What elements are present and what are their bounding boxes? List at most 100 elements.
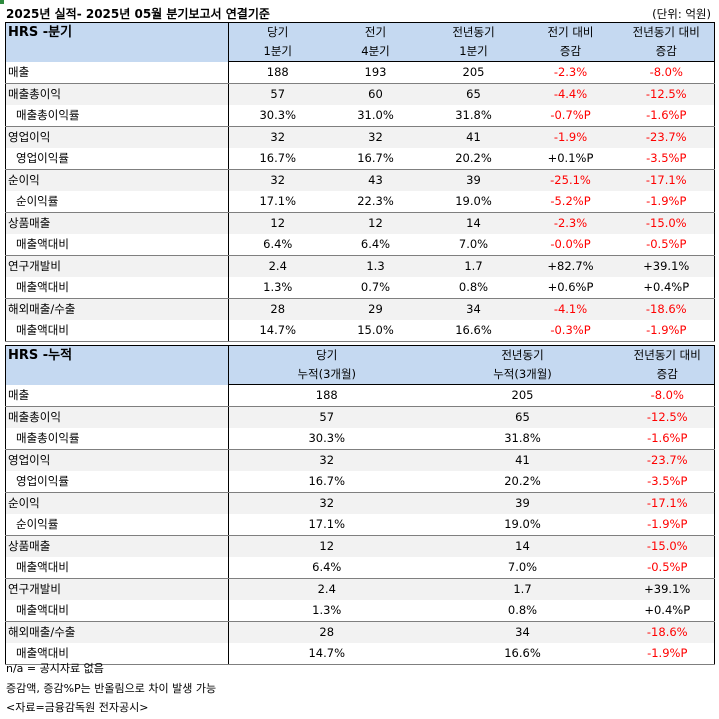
value-cell: 205 [424, 61, 523, 84]
cumulative-header-cell: 전년동기 대비 [620, 345, 715, 365]
value-cell: -17.1% [620, 492, 715, 514]
value-cell: 205 [424, 384, 621, 407]
value-cell: 39 [424, 492, 621, 514]
value-cell: 7.0% [424, 234, 523, 256]
quarter-header-cell: 4분기 [326, 42, 425, 62]
row-label: 매출총이익률 [5, 105, 229, 127]
value-cell: -1.9% [522, 126, 619, 148]
row-label: 상품매출 [5, 535, 229, 557]
row-label: 매출액대비 [5, 277, 229, 299]
quarter-header-cell: 전기 대비 [522, 22, 619, 42]
value-cell: -23.7% [620, 449, 715, 471]
row-label: 연구개발비 [5, 578, 229, 600]
value-cell: 41 [424, 126, 523, 148]
value-cell: 0.7% [326, 277, 425, 299]
value-cell: +39.1% [618, 255, 715, 277]
value-cell: -8.0% [620, 384, 715, 407]
quarter-header-row-2: 1분기 4분기 1분기 증감 증감 [6, 42, 715, 62]
footnote-line: n/a = 공시자료 없음 [6, 662, 104, 675]
value-cell: 32 [326, 126, 425, 148]
value-cell: -1.6%P [620, 428, 715, 450]
value-cell: -1.9%P [620, 514, 715, 536]
value-cell: 6.4% [228, 557, 425, 579]
value-cell: 16.6% [424, 320, 523, 342]
quarter-header-cell: 당기 [228, 22, 327, 42]
value-cell: 65 [424, 83, 523, 105]
value-cell: 2.4 [228, 578, 425, 600]
row-label: 순이익률 [5, 191, 229, 213]
table-row: 영업이익 32 41 -23.7% [5, 449, 715, 471]
row-label: 매출총이익률 [5, 428, 229, 450]
table-row: 매출액대비 1.3% 0.8% +0.4%P [5, 600, 715, 622]
cumulative-header-row-2: 누적(3개월) 누적(3개월) 증감 [6, 365, 715, 385]
value-cell: 193 [326, 61, 425, 84]
value-cell: 2.4 [228, 255, 327, 277]
value-cell: 39 [424, 169, 523, 191]
value-cell: 19.0% [424, 191, 523, 213]
value-cell: -2.3% [522, 61, 619, 84]
value-cell: 28 [228, 621, 425, 643]
table-row: 순이익 32 43 39 -25.1% -17.1% [5, 169, 715, 191]
row-label: 매출총이익 [5, 406, 229, 428]
row-label: 매출액대비 [5, 643, 229, 665]
value-cell: 32 [228, 492, 425, 514]
table-row: 매출총이익 57 60 65 -4.4% -12.5% [5, 83, 715, 105]
value-cell: 29 [326, 298, 425, 320]
row-label: 영업이익률 [5, 471, 229, 493]
value-cell: 19.0% [424, 514, 621, 536]
corner-marker [0, 0, 4, 4]
cumulative-table-name: HRS -누적 [5, 345, 229, 385]
value-cell: -1.6%P [618, 105, 715, 127]
row-label: 매출액대비 [5, 320, 229, 342]
row-label: 매출 [5, 384, 229, 407]
unit-label: (단위: 억원) [652, 7, 711, 21]
value-cell: 43 [326, 169, 425, 191]
value-cell: 17.1% [228, 514, 425, 536]
cumulative-header-cell: 누적(3개월) [228, 365, 425, 385]
table-row: 상품매출 12 12 14 -2.3% -15.0% [5, 212, 715, 234]
value-cell: 20.2% [424, 148, 523, 170]
value-cell: -3.5%P [618, 148, 715, 170]
value-cell: 41 [424, 449, 621, 471]
value-cell: 14.7% [228, 320, 327, 342]
row-label: 상품매출 [5, 212, 229, 234]
value-cell: -15.0% [618, 212, 715, 234]
value-cell: -17.1% [618, 169, 715, 191]
row-label: 매출 [5, 61, 229, 84]
table-row: 해외매출/수출 28 34 -18.6% [5, 621, 715, 643]
row-label: 영업이익 [5, 126, 229, 148]
row-label: 순이익률 [5, 514, 229, 536]
value-cell: +82.7% [522, 255, 619, 277]
quarter-header-cell: 1분기 [424, 42, 523, 62]
cumulative-header-cell: 증감 [620, 365, 715, 385]
cumulative-table: HRS -누적 당기 전년동기 전년동기 대비 누적(3개월) 누적(3개월) … [5, 345, 715, 665]
value-cell: 16.6% [424, 643, 621, 665]
row-label: 매출액대비 [5, 600, 229, 622]
row-label: 해외매출/수출 [5, 298, 229, 320]
value-cell: 16.7% [228, 148, 327, 170]
value-cell: -25.1% [522, 169, 619, 191]
value-cell: -18.6% [618, 298, 715, 320]
report-title: 2025년 실적- 2025년 05월 분기보고서 연결기준 [6, 7, 270, 21]
value-cell: -4.1% [522, 298, 619, 320]
value-cell: 188 [228, 61, 327, 84]
value-cell: +0.4%P [620, 600, 715, 622]
value-cell: -12.5% [620, 406, 715, 428]
table-row: 연구개발비 2.4 1.3 1.7 +82.7% +39.1% [5, 255, 715, 277]
value-cell: 17.1% [228, 191, 327, 213]
value-cell: 1.7 [424, 578, 621, 600]
value-cell: 20.2% [424, 471, 621, 493]
quarter-table-body: 매출 188 193 205 -2.3% -8.0% 매출총이익 57 60 65 -4.4% -12… [5, 61, 715, 342]
table-row: 영업이익률 16.7% 16.7% 20.2% +0.1%P -3.5%P [5, 148, 715, 170]
cumulative-header-row-1: HRS -누적 당기 전년동기 전년동기 대비 [5, 345, 715, 385]
value-cell: -23.7% [618, 126, 715, 148]
table-row: 매출액대비 14.7% 16.6% -1.9%P [5, 643, 715, 665]
value-cell: 14 [424, 535, 621, 557]
value-cell: +39.1% [620, 578, 715, 600]
footnote-line: <자료=금융감독원 전자공시> [6, 701, 149, 714]
value-cell: 1.3 [326, 255, 425, 277]
quarter-header-cell: 1분기 [228, 42, 327, 62]
value-cell: 28 [228, 298, 327, 320]
value-cell: -0.7%P [522, 105, 619, 127]
table-row: 매출 188 193 205 -2.3% -8.0% [5, 61, 715, 84]
